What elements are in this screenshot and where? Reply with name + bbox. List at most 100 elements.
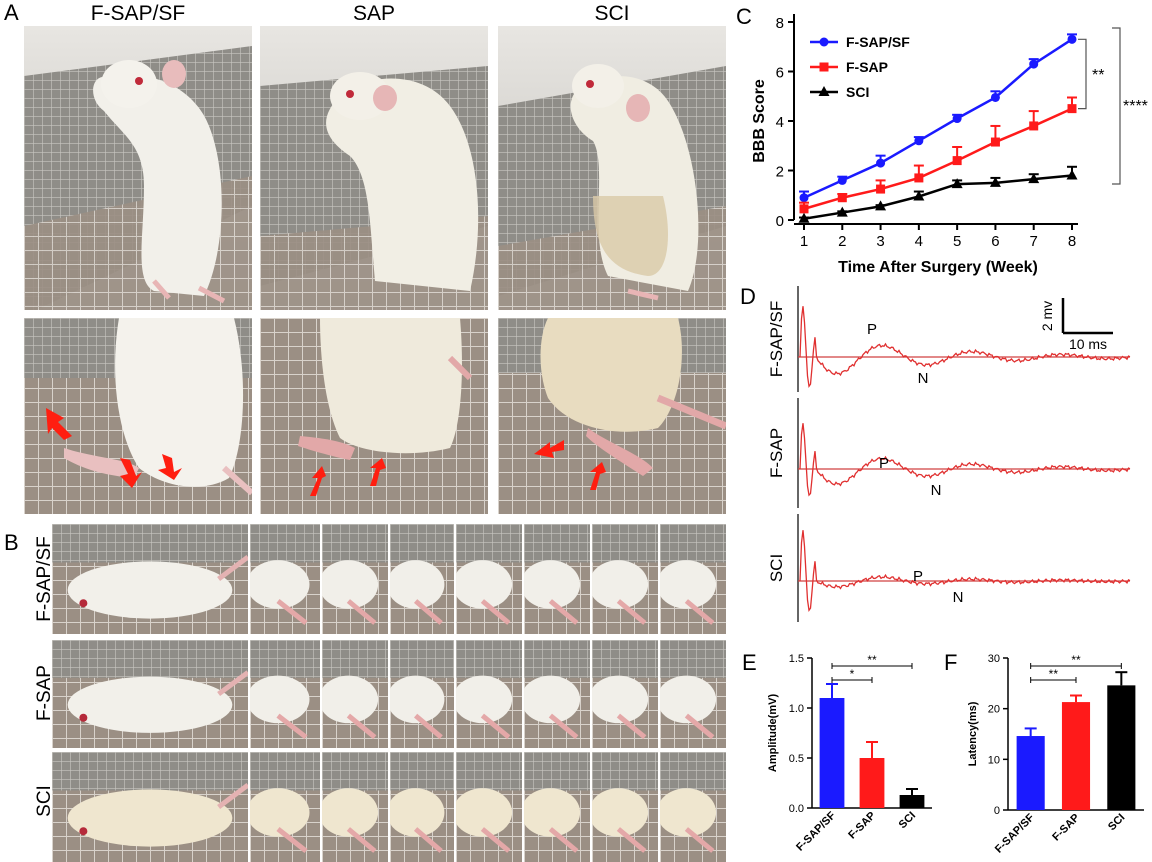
y-tick-label: 6 [776, 65, 784, 82]
rat-hindlimb [413, 713, 443, 740]
rat-hindlimb [548, 827, 579, 853]
sig-label: * [850, 667, 855, 681]
panel-d-emg-traces: F-SAP/SF F-SAP SCI P N P N P N 2 mv 10 ms [767, 286, 1131, 622]
panel-b-frame [322, 752, 388, 862]
y-tick-label: 4 [776, 114, 784, 131]
rat-body [660, 788, 717, 837]
y-tick-label: 2 [776, 164, 784, 181]
rat-hindlimb [480, 599, 511, 625]
panel-b-frame [592, 640, 658, 748]
rat-hindlimb [548, 599, 579, 625]
rat-body [67, 676, 233, 733]
photo-a-sci-hindlimb [498, 318, 726, 514]
bar [899, 795, 925, 808]
emg-trace [799, 530, 1131, 612]
frame-wall [250, 752, 320, 791]
panel-b-frame [250, 524, 320, 634]
y-tick-label: 0 [776, 213, 784, 230]
rat-hindlimb [684, 599, 715, 625]
frame-wall [390, 640, 454, 678]
rat-hindlimb [346, 827, 377, 853]
peak-label-p: P [879, 455, 889, 472]
data-point [951, 178, 963, 189]
frame-wall [52, 524, 248, 563]
peak-label-n: N [931, 482, 942, 499]
panel-f-latency-chart: 0 10 20 30 Latency(ms) F-SAP/SF F-SAP SCI ** ** [967, 653, 1144, 856]
data-point [1029, 59, 1039, 69]
y-tick-label: 20 [988, 704, 1000, 716]
bar [1107, 685, 1136, 810]
rat-hindlimb [276, 827, 308, 853]
bar [1016, 736, 1045, 810]
data-point [799, 204, 809, 214]
data-point [913, 190, 925, 201]
panel-b-frame [52, 752, 248, 862]
data-point [876, 184, 886, 194]
rat-hindlimb [276, 713, 308, 740]
y-tick-label: 10 [988, 754, 1000, 766]
y-tick-label: 1.5 [789, 653, 804, 665]
x-tick-label: SCI [897, 810, 918, 831]
x-axis-label: Time After Surgery (Week) [838, 259, 1038, 276]
panel-b-frame [390, 752, 454, 862]
bar [1061, 702, 1091, 810]
peak-label-p: P [913, 568, 923, 585]
panel-b-frame [524, 640, 590, 748]
rat-hindlimb [548, 713, 579, 740]
rat-body [524, 560, 581, 609]
rat-body [67, 561, 233, 619]
rat-hindlimb [616, 599, 647, 625]
peak-label-n: N [918, 370, 929, 387]
panel-label-e: E [742, 650, 757, 675]
data-point [876, 158, 886, 168]
frame-wall [524, 524, 590, 563]
data-point [914, 136, 924, 146]
rat-hindlimb [616, 827, 647, 853]
rat-eye [79, 713, 88, 722]
x-tick-label: 1 [800, 233, 808, 250]
rat-body [524, 675, 581, 724]
rat-body [322, 788, 379, 837]
sig-label: ** [867, 653, 877, 667]
bar [859, 758, 885, 808]
trace-row-label: SCI [767, 554, 786, 582]
rat-eye [79, 599, 88, 608]
panel-b-frame [524, 752, 590, 862]
rat-hindlimb [684, 827, 715, 853]
frame-wall [456, 524, 522, 563]
data-point [799, 193, 809, 203]
rat-hindlimb [346, 599, 377, 625]
data-point [1067, 104, 1077, 114]
rat-body [592, 560, 649, 609]
data-point [837, 175, 847, 185]
rat-tail [217, 554, 248, 582]
data-point [1066, 169, 1078, 180]
panel-label-a: A [4, 0, 19, 25]
rat-hindlimb [684, 713, 715, 740]
x-tick-label: 8 [1068, 233, 1076, 250]
panel-b-frame [456, 752, 522, 862]
sig-bracket [1112, 27, 1121, 185]
frame-wall [524, 752, 590, 791]
data-point [1028, 173, 1040, 184]
data-point [836, 206, 848, 217]
emg-trace [799, 423, 1131, 497]
frame-wall [456, 752, 522, 791]
x-tick-label: F-SAP [1050, 812, 1082, 844]
frame-wall [524, 640, 590, 678]
frame-wall [592, 640, 658, 678]
legend-marker [818, 86, 830, 96]
x-tick-label: 2 [838, 233, 846, 250]
series-line [803, 107, 1073, 211]
panel-b-frame [592, 524, 658, 634]
series-line [803, 174, 1073, 220]
panel-b-frame [660, 524, 726, 634]
data-point [914, 173, 924, 183]
rat-hindlimb [413, 827, 443, 853]
data-point [1029, 121, 1039, 131]
panel-b-frame [52, 524, 248, 634]
legend-marker [819, 62, 829, 72]
rat-hindlimb [480, 713, 511, 740]
panel-b-frame [390, 640, 454, 748]
rat-body [660, 675, 717, 724]
